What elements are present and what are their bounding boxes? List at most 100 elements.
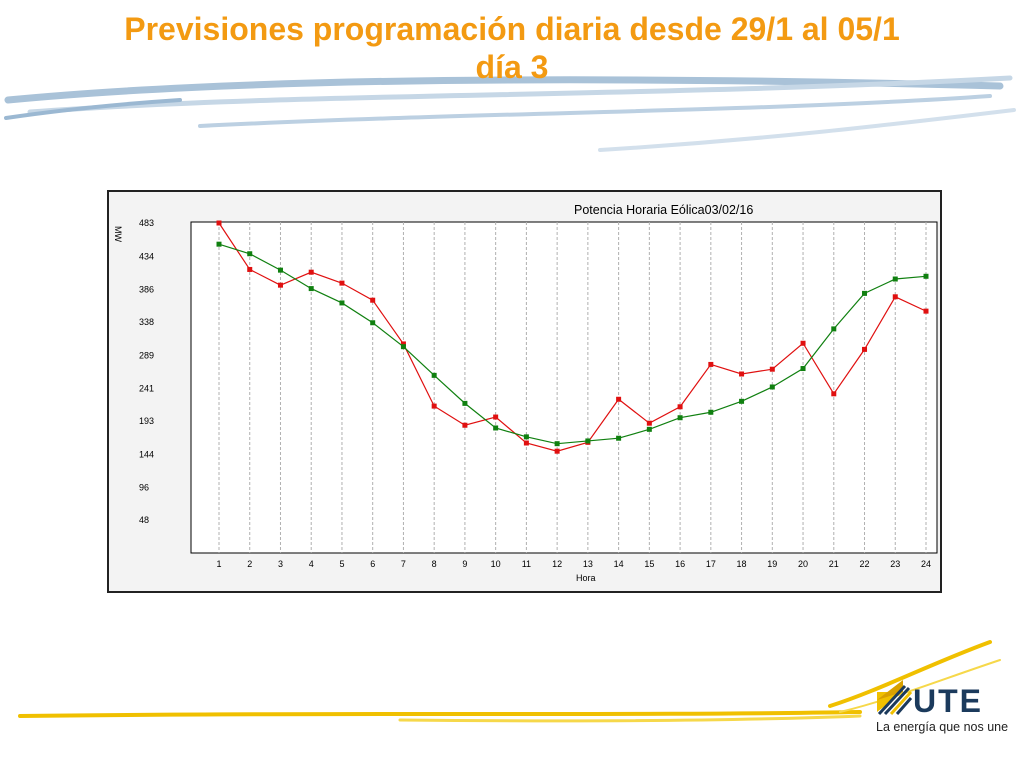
series-line-0 [218, 222, 927, 452]
data-point [677, 415, 683, 421]
x-tick-label: 10 [491, 559, 501, 569]
data-point [216, 241, 222, 247]
x-tick-label: 9 [462, 559, 467, 569]
data-point [923, 308, 929, 314]
x-tick-label: 17 [706, 559, 716, 569]
chart-frame: 1 2 3 4 5 6 7 8 9 10 11 12 13 14 15 16 17 18 19 20 21 22 23 24 4… [107, 190, 942, 593]
y-tick-label: 48 [139, 515, 149, 525]
series-layer [216, 220, 929, 454]
x-tick-label: 22 [860, 559, 870, 569]
plot-area [190, 221, 938, 554]
x-tick-label: 20 [798, 559, 808, 569]
data-point [216, 220, 222, 226]
x-tick-label: 1 [216, 559, 221, 569]
data-point [370, 320, 376, 326]
data-point [739, 371, 745, 377]
data-point [247, 266, 253, 272]
data-point [646, 426, 652, 432]
x-tick-label: 3 [278, 559, 283, 569]
x-tick-label: 24 [921, 559, 931, 569]
data-point [739, 398, 745, 404]
y-axis-label: MW [113, 226, 123, 242]
x-tick-label: 6 [370, 559, 375, 569]
data-point [769, 366, 775, 372]
y-tick-label: 434 [139, 251, 154, 261]
y-tick-label: 241 [139, 383, 154, 393]
data-point [831, 326, 837, 332]
data-point [769, 384, 775, 390]
y-tick-label: 144 [139, 450, 154, 460]
data-point [339, 300, 345, 306]
data-point [800, 340, 806, 346]
data-point [308, 269, 314, 275]
data-point [523, 434, 529, 440]
data-point [892, 276, 898, 282]
x-tick-label: 12 [552, 559, 562, 569]
data-point [646, 420, 652, 426]
data-point [554, 448, 560, 454]
data-point [616, 435, 622, 441]
x-axis-label: Hora [576, 573, 596, 583]
data-point [400, 344, 406, 350]
x-tick-label: 7 [401, 559, 406, 569]
data-point [708, 409, 714, 415]
data-point [462, 400, 468, 406]
data-point [400, 341, 406, 347]
data-point [923, 273, 929, 279]
data-point [862, 290, 868, 296]
x-tick-label: 15 [644, 559, 654, 569]
x-tick-label: 23 [890, 559, 900, 569]
x-tick-label: 19 [767, 559, 777, 569]
x-tick-label: 5 [339, 559, 344, 569]
logo-wordmark: UTE [913, 683, 983, 719]
data-point [277, 267, 283, 273]
data-point [677, 404, 683, 410]
data-point [308, 286, 314, 292]
data-point [247, 251, 253, 257]
slide-title-line-1: Previsiones programación diaria desde 29… [124, 11, 900, 47]
slide-title-line-2: día 3 [475, 49, 549, 85]
data-point [800, 366, 806, 372]
x-tick-label: 11 [522, 559, 531, 569]
data-point [431, 403, 437, 409]
grid-lines [218, 222, 927, 553]
x-tick-label: 16 [675, 559, 685, 569]
data-point [554, 441, 560, 447]
data-point [493, 425, 499, 431]
axis-ticks: 1 2 3 4 5 6 7 8 9 10 11 12 13 14 15 16 17 18 19 20 21 22 23 244… [139, 218, 931, 569]
data-point [370, 297, 376, 303]
y-tick-label: 338 [139, 317, 154, 327]
data-point [892, 294, 898, 300]
chart-title: Potencia Horaria Eólica03/02/16 [574, 203, 753, 217]
data-point [523, 440, 529, 446]
data-point [616, 396, 622, 402]
x-tick-label: 4 [309, 559, 314, 569]
brand-tagline: La energía que nos une [876, 720, 1009, 734]
data-point [431, 372, 437, 378]
x-tick-label: 13 [583, 559, 593, 569]
x-tick-label: 18 [737, 559, 747, 569]
data-point [862, 346, 868, 352]
y-tick-label: 386 [139, 284, 154, 294]
data-point [462, 422, 468, 428]
x-tick-label: 2 [247, 559, 252, 569]
data-point [277, 282, 283, 288]
y-tick-label: 289 [139, 351, 154, 361]
y-tick-label: 96 [139, 482, 149, 492]
y-tick-label: 483 [139, 218, 154, 228]
data-point [339, 280, 345, 286]
data-point [585, 438, 591, 444]
x-tick-label: 21 [829, 559, 839, 569]
series-line-1 [218, 243, 927, 445]
x-tick-label: 8 [432, 559, 437, 569]
slide-title: Previsiones programación diaria desde 29… [0, 10, 1024, 86]
x-tick-label: 14 [614, 559, 624, 569]
ute-logo: UTE [877, 680, 983, 719]
data-point [493, 414, 499, 420]
data-point [831, 391, 837, 397]
wind-power-chart: 1 2 3 4 5 6 7 8 9 10 11 12 13 14 15 16 17 18 19 20 21 22 23 244… [113, 203, 938, 583]
header-swoosh-decoration [4, 75, 1016, 152]
data-point [708, 361, 714, 367]
y-tick-label: 193 [139, 416, 154, 426]
